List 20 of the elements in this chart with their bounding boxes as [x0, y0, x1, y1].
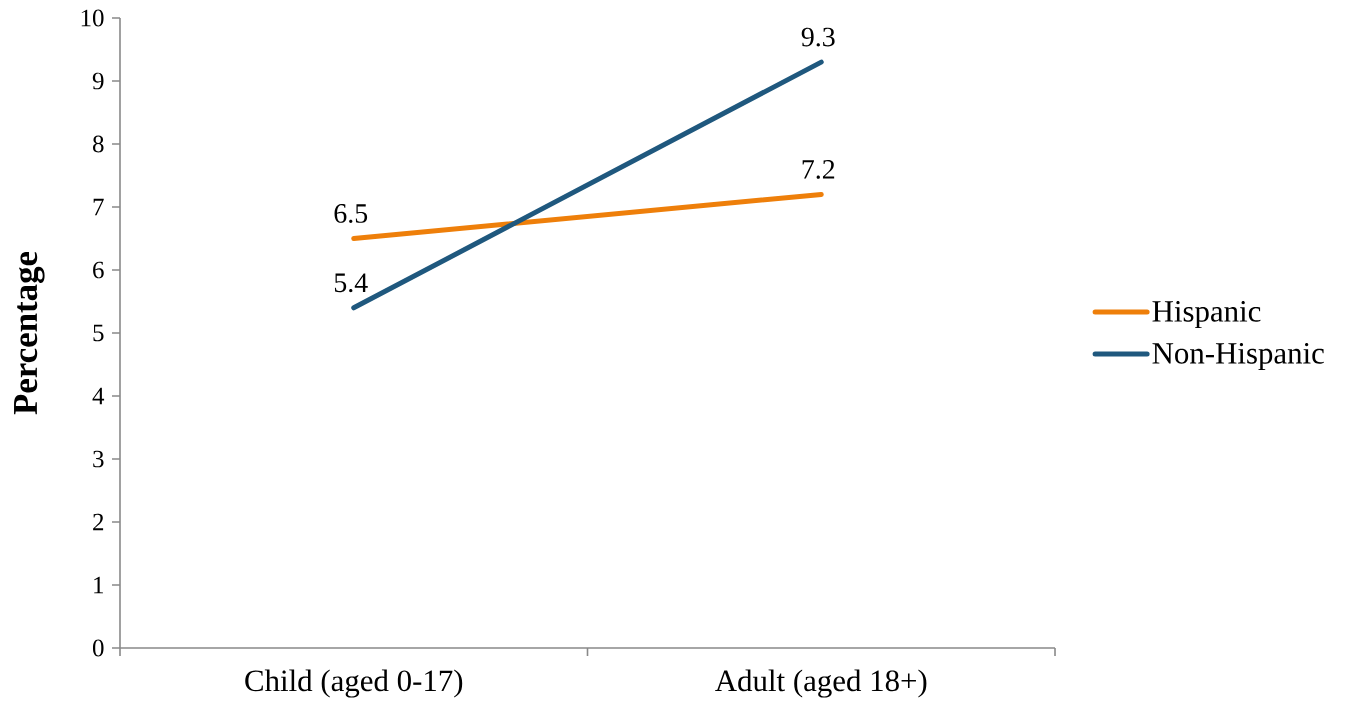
legend-label: Hispanic: [1152, 301, 1261, 329]
x-tick-label: Adult (aged 18+): [715, 669, 927, 698]
y-tick-label: 9: [92, 72, 104, 90]
y-tick-label: 3: [93, 450, 104, 468]
y-tick-label: 7: [93, 198, 104, 216]
y-axis-title: Percentage: [14, 251, 45, 415]
data-label: 5.4: [334, 273, 368, 293]
y-tick-label: 0: [92, 639, 104, 657]
data-label: 7.2: [802, 160, 835, 179]
x-tick-label: Child (aged 0-17): [245, 669, 463, 698]
y-tick-label: 6: [93, 261, 104, 279]
y-tick-label: 1: [94, 576, 103, 594]
y-tick-label: 8: [92, 135, 104, 153]
y-tick-label: 4: [92, 387, 105, 405]
legend-label: Non-Hispanic: [1152, 342, 1324, 371]
y-tick-label: 5: [93, 324, 104, 342]
data-label: 6.5: [334, 204, 368, 223]
y-tick-label: 2: [93, 513, 104, 531]
y-tick-label: 10: [81, 9, 104, 27]
data-label: 9.3: [801, 27, 835, 47]
